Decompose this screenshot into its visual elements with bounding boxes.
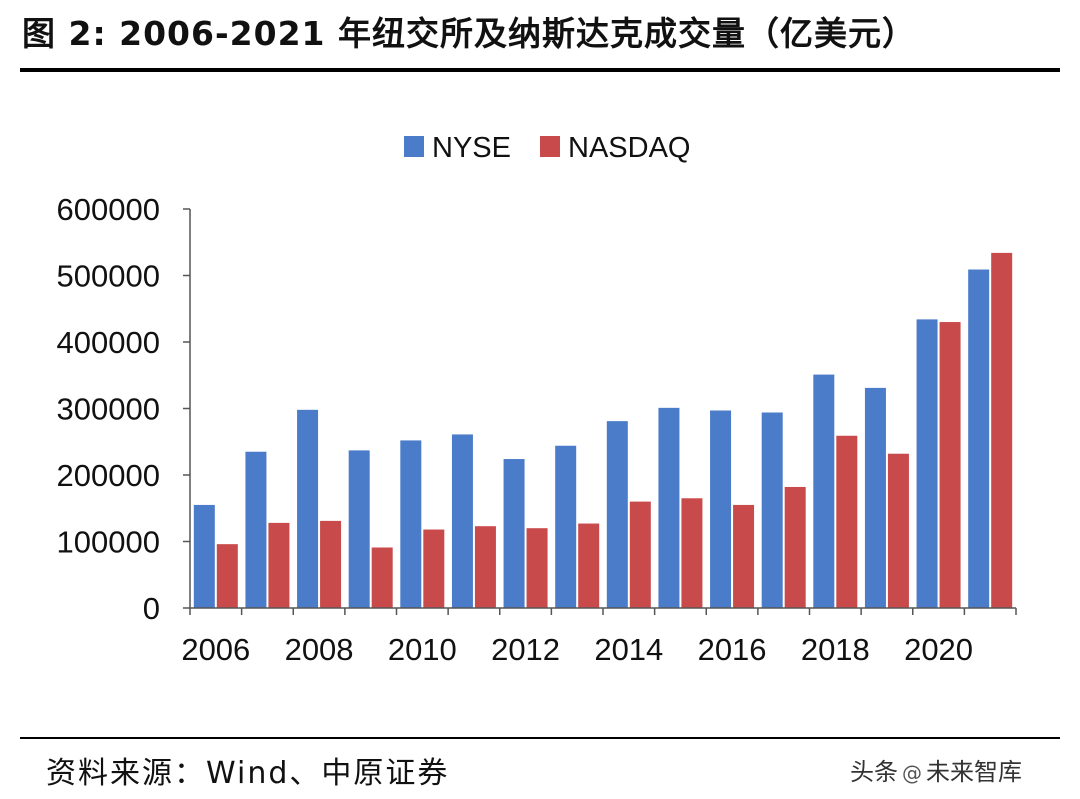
- y-tick-label: 600000: [57, 192, 160, 227]
- bar-nyse-2013: [555, 445, 577, 608]
- bar-nasdaq-2019: [887, 453, 909, 608]
- bar-nyse-2007: [245, 451, 267, 608]
- bar-nyse-2018: [813, 374, 835, 608]
- watermark-prefix: 头条: [850, 758, 898, 786]
- bar-nasdaq-2009: [371, 547, 393, 608]
- bar-nasdaq-2015: [681, 498, 703, 608]
- bar-nasdaq-2017: [784, 486, 806, 608]
- watermark-at-icon: @: [902, 761, 922, 785]
- title-divider: [20, 68, 1060, 72]
- x-tick-label: 2008: [285, 632, 354, 667]
- bar-nasdaq-2018: [836, 435, 858, 608]
- y-tick-label: 400000: [57, 325, 160, 360]
- y-tick-label: 500000: [57, 259, 160, 294]
- bar-nyse-2016: [710, 410, 732, 608]
- x-tick-label: 2016: [698, 632, 767, 667]
- y-tick-label: 200000: [57, 458, 160, 493]
- bar-nasdaq-2014: [629, 501, 651, 608]
- bar-nyse-2015: [658, 407, 680, 608]
- bar-nyse-2017: [761, 412, 783, 608]
- bar-nasdaq-2008: [320, 520, 342, 608]
- bar-nyse-2012: [503, 459, 525, 608]
- x-tick-label: 2012: [491, 632, 560, 667]
- legend-label-nasdaq: NASDAQ: [568, 132, 690, 164]
- bar-nyse-2006: [193, 504, 215, 608]
- footer-divider: [20, 737, 1060, 739]
- legend-swatch-nyse: [404, 136, 424, 157]
- x-tick-label: 2010: [388, 632, 457, 667]
- bar-nyse-2019: [864, 387, 886, 608]
- y-tick-label: 300000: [57, 392, 160, 427]
- chart-title: 图 2: 2006-2021 年纽交所及纳斯达克成交量（亿美元）: [22, 14, 917, 53]
- bar-nasdaq-2010: [423, 529, 445, 608]
- bar-nasdaq-2020: [939, 322, 961, 608]
- y-tick-label: 0: [143, 591, 160, 626]
- bar-nyse-2020: [916, 319, 938, 608]
- x-tick-label: 2014: [594, 632, 663, 667]
- bar-nyse-2011: [451, 434, 473, 608]
- source-note: 资料来源：Wind、中原证券: [46, 756, 450, 791]
- bar-nasdaq-2021: [991, 252, 1013, 608]
- bar-chart: 0 100000 200000 300000 400000 500000 600000 200…: [57, 132, 1017, 667]
- x-tick-label: 2018: [801, 632, 870, 667]
- legend-swatch-nasdaq: [540, 136, 560, 157]
- bar-nasdaq-2011: [474, 526, 496, 608]
- bar-nasdaq-2013: [578, 523, 600, 608]
- bar-nasdaq-2007: [268, 522, 290, 608]
- x-tick-label: 2006: [181, 632, 250, 667]
- bar-nasdaq-2012: [526, 528, 548, 608]
- bar-nyse-2010: [400, 440, 422, 608]
- legend-label-nyse: NYSE: [432, 132, 511, 164]
- bar-nasdaq-2016: [733, 504, 755, 608]
- bar-nasdaq-2006: [216, 544, 238, 608]
- bar-nyse-2009: [348, 450, 370, 608]
- bar-nyse-2014: [606, 421, 628, 608]
- bar-nyse-2008: [297, 409, 319, 608]
- y-tick-label: 100000: [57, 525, 160, 560]
- watermark: 头条 @ 未来智库: [850, 752, 1022, 787]
- watermark-name: 未来智库: [926, 758, 1022, 786]
- bar-nyse-2021: [968, 269, 990, 608]
- x-tick-label: 2020: [904, 632, 973, 667]
